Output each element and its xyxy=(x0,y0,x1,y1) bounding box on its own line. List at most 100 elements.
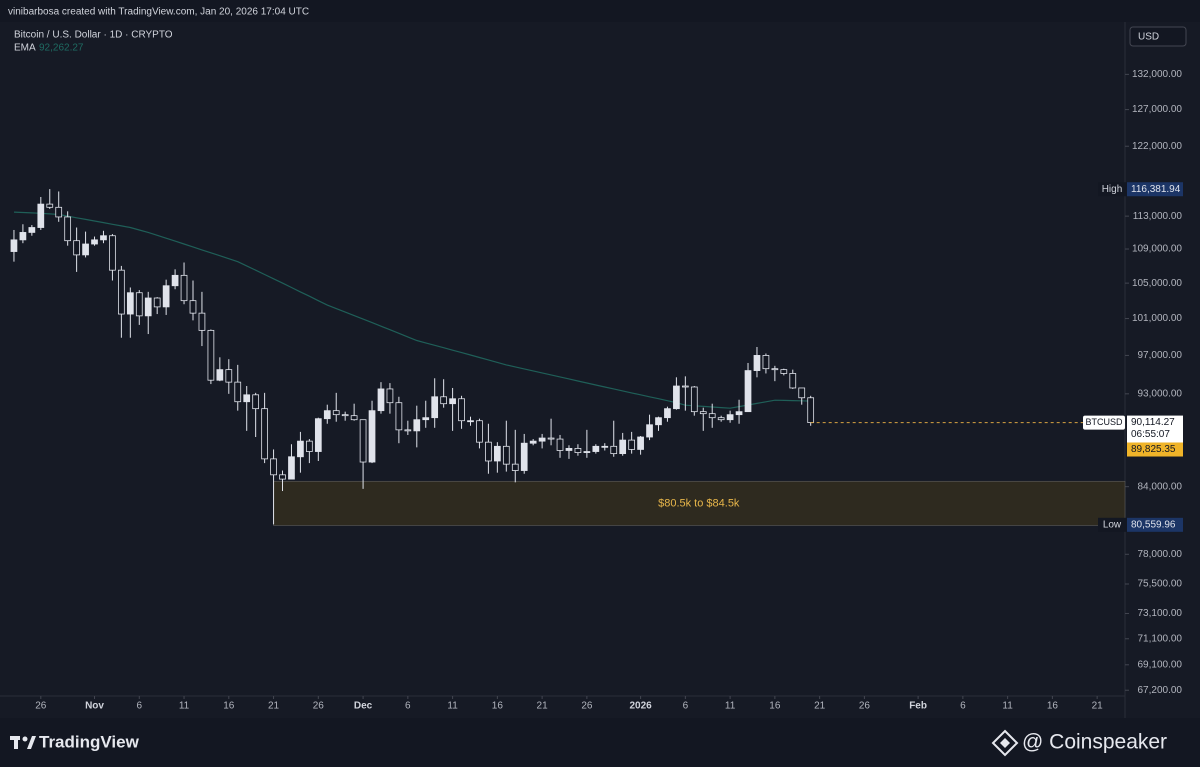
candle-body xyxy=(207,329,215,381)
currency-label[interactable]: USD xyxy=(1138,32,1159,43)
candle-body xyxy=(279,474,286,480)
logo-part xyxy=(991,729,1019,757)
candle-body xyxy=(664,408,671,419)
candle-body xyxy=(413,419,421,432)
marker-value: 80,559.96 xyxy=(1131,519,1176,530)
x-tick-label: 6 xyxy=(960,701,966,712)
x-tick-label: 26 xyxy=(35,701,47,712)
y-tick-label: 101,000.00 xyxy=(1132,313,1182,324)
candle-body xyxy=(807,397,815,423)
candle-body xyxy=(19,232,27,241)
x-tick-label: 16 xyxy=(1047,701,1059,712)
logo-part xyxy=(27,736,36,749)
y-tick-label: 122,000.00 xyxy=(1132,141,1182,152)
candle-body xyxy=(431,396,439,419)
candle-body xyxy=(458,398,465,422)
candle-body xyxy=(637,436,644,450)
candle-body xyxy=(126,292,134,315)
credit: @ Coinspeaker xyxy=(1022,731,1167,754)
logo-part xyxy=(22,736,28,742)
x-tick-label: Feb xyxy=(909,701,927,712)
candle-body xyxy=(377,388,385,412)
mark-price-box xyxy=(1127,442,1183,457)
marker-name: Low xyxy=(1103,519,1122,530)
candle-body xyxy=(789,373,797,389)
candle-body xyxy=(261,408,268,460)
candle-body xyxy=(762,355,770,370)
candle-body xyxy=(10,239,18,252)
symbol-label: BTCUSD xyxy=(1085,417,1123,427)
logo-part xyxy=(1000,738,1010,748)
x-tick-label: Dec xyxy=(354,701,373,712)
marker-name: High xyxy=(1102,184,1123,195)
x-tick-label: 21 xyxy=(537,701,549,712)
candle-body xyxy=(297,440,304,458)
candle-body xyxy=(565,447,573,451)
candle-body xyxy=(753,355,761,371)
candle-body xyxy=(28,227,36,233)
candle-body xyxy=(717,417,725,421)
mark-price-label: 89,825.35 xyxy=(1131,444,1176,455)
candle-body xyxy=(404,429,412,432)
candles xyxy=(10,189,815,525)
candle-body xyxy=(440,396,448,405)
candle-body xyxy=(100,235,107,241)
candle-body xyxy=(171,274,179,287)
last-price-box xyxy=(1127,415,1183,443)
ema-legend: EMA xyxy=(14,43,36,54)
candle-body xyxy=(529,440,537,444)
y-tick-label: 132,000.00 xyxy=(1132,69,1182,80)
candle-body xyxy=(225,369,233,383)
brand-logo xyxy=(10,736,36,749)
candle-body xyxy=(476,420,483,443)
y-tick-label: 75,500.00 xyxy=(1138,579,1183,590)
candle-body xyxy=(234,381,242,403)
chart-title: Bitcoin / U.S. Dollar · 1D · CRYPTO xyxy=(14,30,173,41)
candle-body xyxy=(708,413,716,419)
support-zone xyxy=(273,480,1126,526)
candle-body xyxy=(162,285,170,308)
plot-background xyxy=(0,22,1200,718)
candle-body xyxy=(467,420,474,423)
y-tick-label: 97,000.00 xyxy=(1138,350,1183,361)
candle-body xyxy=(494,445,501,462)
currency-button[interactable] xyxy=(1129,26,1187,47)
candle-body xyxy=(556,438,564,451)
x-tick-label: 11 xyxy=(179,701,190,712)
candle-body xyxy=(341,414,349,417)
candle-body xyxy=(109,235,116,271)
y-tick-label: 84,000.00 xyxy=(1138,481,1183,492)
candle-body xyxy=(368,410,376,463)
candle-body xyxy=(91,239,98,245)
candle-body xyxy=(359,419,367,463)
y-tick-label: 69,100.00 xyxy=(1138,659,1183,670)
candle-body xyxy=(73,240,80,256)
marker-value: 116,381.94 xyxy=(1131,184,1181,195)
x-tick-label: 6 xyxy=(136,701,142,712)
x-tick-label: 16 xyxy=(492,701,504,712)
candle-body xyxy=(681,385,689,388)
x-tick-label: 26 xyxy=(859,701,871,712)
candle-body xyxy=(270,458,277,476)
candle-body xyxy=(646,424,653,438)
credit-logo xyxy=(991,729,1019,757)
x-tick-label: 26 xyxy=(313,701,325,712)
x-tick-label: 6 xyxy=(405,701,411,712)
candle-body xyxy=(673,385,680,410)
candle-body xyxy=(64,216,72,242)
x-tick-label: 11 xyxy=(1002,701,1013,712)
candle-body xyxy=(726,414,734,421)
y-tick-label: 78,000.00 xyxy=(1138,549,1183,560)
candle-body xyxy=(350,415,358,421)
x-tick-label: 11 xyxy=(447,701,458,712)
symbol-label-box xyxy=(1083,415,1125,430)
y-tick-label: 105,000.00 xyxy=(1132,278,1182,289)
candle-body xyxy=(198,312,206,331)
candle-body xyxy=(771,368,779,371)
marker-value-box xyxy=(1127,517,1183,532)
candle-body xyxy=(144,297,152,317)
brand: TradingView xyxy=(39,732,140,751)
candle-body xyxy=(306,440,313,452)
candle-body xyxy=(135,292,143,317)
